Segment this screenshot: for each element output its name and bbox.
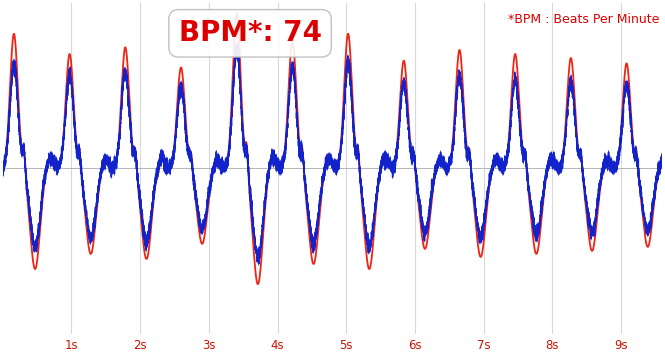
- Text: BPM*: 74: BPM*: 74: [179, 19, 322, 47]
- Text: *BPM : Beats Per Minute: *BPM : Beats Per Minute: [507, 13, 659, 26]
